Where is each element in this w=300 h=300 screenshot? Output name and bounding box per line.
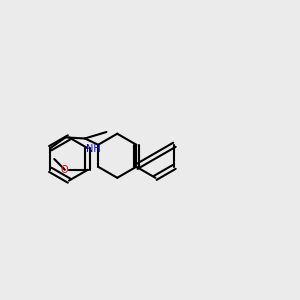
Text: NH: NH: [86, 144, 101, 154]
Text: O: O: [60, 165, 68, 175]
